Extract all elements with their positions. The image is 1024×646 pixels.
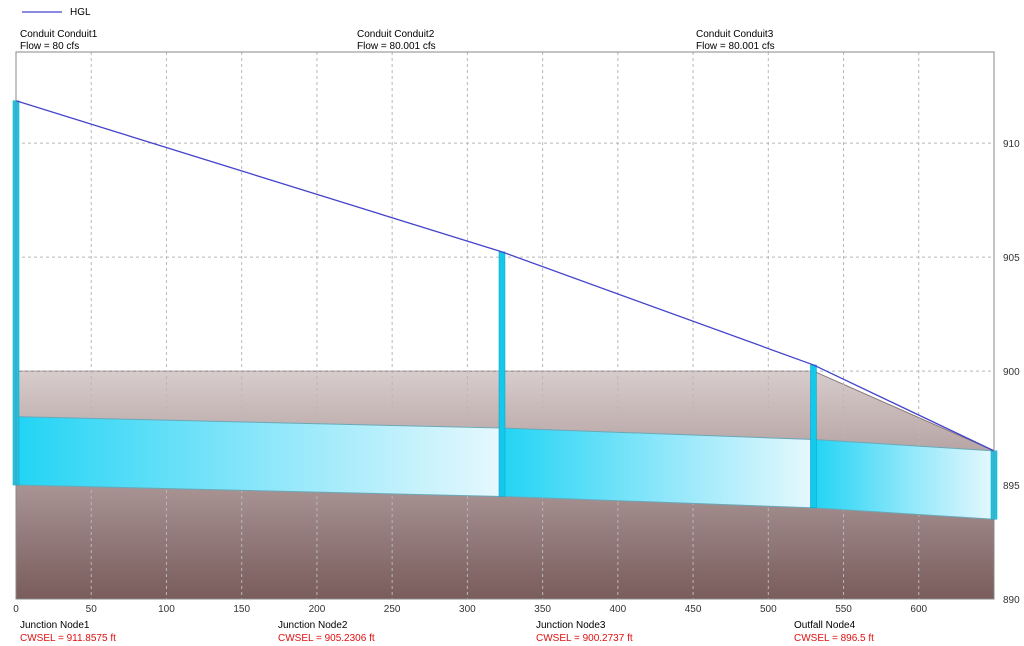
node-4-name: Outfall Node4 bbox=[794, 620, 856, 631]
conduit-2-pipe bbox=[501, 427, 814, 509]
x-tick-label: 500 bbox=[760, 604, 777, 615]
x-axis-ticks: 0 50 100 150 200 250 300 350 400 450 500 550 600 bbox=[13, 604, 927, 615]
conduit-1-name: Conduit Conduit1 bbox=[20, 29, 98, 40]
conduit-3-pipe bbox=[812, 438, 995, 520]
x-tick-label: 550 bbox=[835, 604, 852, 615]
x-tick-label: 400 bbox=[610, 604, 627, 615]
node-2-name: Junction Node2 bbox=[278, 620, 348, 631]
conduit-2-flow: Flow = 80.001 cfs bbox=[357, 41, 436, 52]
hgl-line bbox=[15, 100, 995, 452]
x-tick-label: 350 bbox=[534, 604, 551, 615]
node-1-name: Junction Node1 bbox=[20, 620, 90, 631]
node-2-cwsel: CWSEL = 905.2306 ft bbox=[278, 633, 375, 644]
conduit-1-flow: Flow = 80 cfs bbox=[20, 41, 79, 52]
pipe-layer bbox=[15, 416, 995, 520]
plot-frame bbox=[15, 51, 995, 600]
x-tick-label: 300 bbox=[459, 604, 476, 615]
x-tick-label: 0 bbox=[13, 604, 19, 615]
y-tick-label: 895 bbox=[1003, 481, 1020, 492]
conduit-1-pipe bbox=[15, 416, 503, 497]
conduit-3-flow: Flow = 80.001 cfs bbox=[696, 41, 775, 52]
node-3-name: Junction Node3 bbox=[536, 620, 606, 631]
x-tick-label: 600 bbox=[910, 604, 927, 615]
y-tick-label: 900 bbox=[1003, 367, 1020, 378]
x-tick-label: 50 bbox=[86, 604, 98, 615]
conduit-labels: Conduit Conduit1 Flow = 80 cfs Conduit C… bbox=[20, 29, 775, 52]
node-1-cwsel: CWSEL = 911.8575 ft bbox=[20, 633, 116, 644]
x-tick-label: 250 bbox=[384, 604, 401, 615]
conduit-2-name: Conduit Conduit2 bbox=[357, 29, 435, 40]
x-tick-label: 200 bbox=[309, 604, 326, 615]
legend-hgl-label: HGL bbox=[70, 7, 91, 18]
conduit-3-name: Conduit Conduit3 bbox=[696, 29, 774, 40]
x-tick-label: 150 bbox=[233, 604, 250, 615]
y-tick-label: 890 bbox=[1003, 595, 1020, 606]
y-axis-ticks: 890 895 900 905 910 bbox=[1003, 139, 1020, 606]
node-3-manhole bbox=[810, 364, 817, 509]
node-4-cwsel: CWSEL = 896.5 ft bbox=[794, 633, 874, 644]
node-2-manhole bbox=[498, 251, 506, 497]
node-3-cwsel: CWSEL = 900.2737 ft bbox=[536, 633, 633, 644]
legend: HGL bbox=[22, 7, 91, 18]
hgl-layer bbox=[15, 100, 995, 452]
y-tick-label: 905 bbox=[1003, 253, 1020, 264]
y-tick-label: 910 bbox=[1003, 139, 1020, 150]
x-tick-label: 100 bbox=[158, 604, 175, 615]
node-labels: Junction Node1 CWSEL = 911.8575 ft Junct… bbox=[20, 620, 874, 644]
x-tick-label: 450 bbox=[685, 604, 702, 615]
